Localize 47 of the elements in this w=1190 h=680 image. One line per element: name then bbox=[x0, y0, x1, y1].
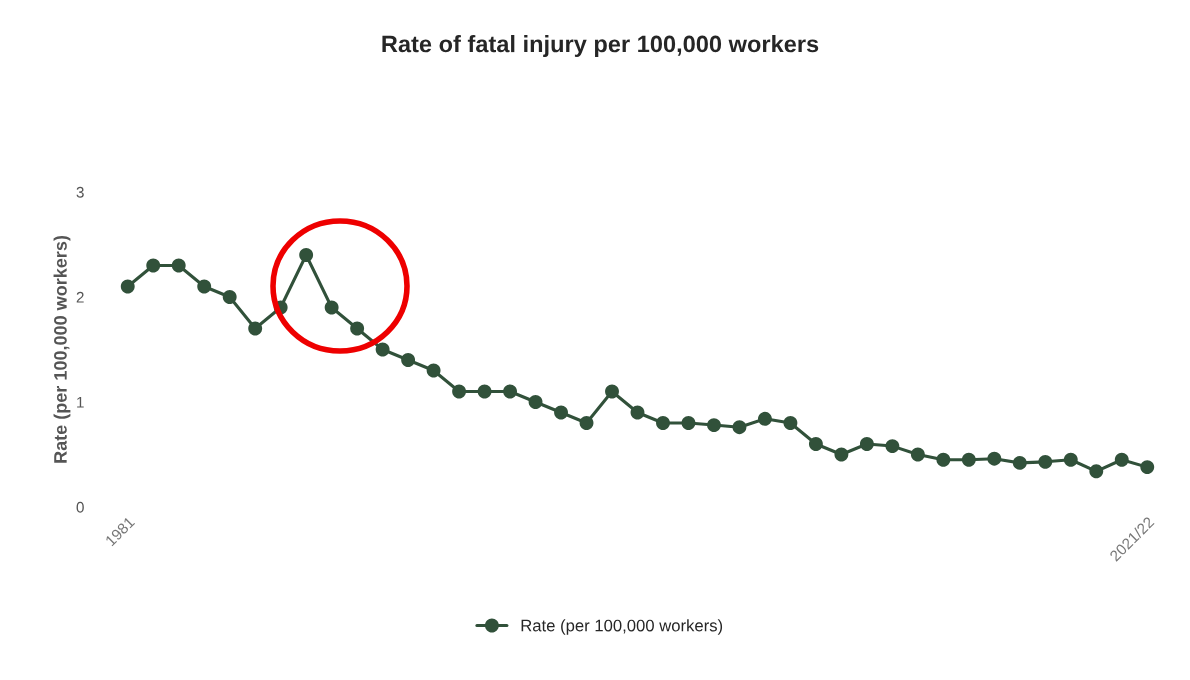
point bbox=[579, 416, 594, 430]
point bbox=[426, 363, 441, 378]
point bbox=[834, 447, 849, 462]
point bbox=[452, 384, 467, 399]
point bbox=[1012, 455, 1027, 470]
point bbox=[1063, 452, 1078, 467]
point bbox=[503, 384, 518, 399]
point bbox=[299, 248, 314, 262]
point bbox=[146, 258, 161, 273]
point bbox=[1140, 460, 1155, 475]
point bbox=[732, 420, 747, 435]
point bbox=[248, 321, 263, 336]
y-tick-label: 1 bbox=[77, 397, 84, 408]
point bbox=[961, 452, 976, 467]
point bbox=[605, 384, 619, 399]
point bbox=[783, 416, 798, 430]
point bbox=[171, 258, 186, 273]
point bbox=[630, 405, 645, 420]
point bbox=[324, 300, 339, 315]
point bbox=[120, 279, 135, 294]
point bbox=[350, 321, 365, 336]
y-tick-label: 3 bbox=[76, 186, 84, 198]
point bbox=[910, 447, 925, 462]
point bbox=[859, 437, 874, 451]
point bbox=[936, 452, 951, 467]
point bbox=[222, 290, 237, 304]
point bbox=[528, 395, 543, 409]
point bbox=[1114, 452, 1129, 467]
point bbox=[197, 279, 212, 294]
y-tick-label: 0 bbox=[76, 501, 84, 513]
point bbox=[477, 384, 492, 399]
point bbox=[681, 416, 696, 430]
point bbox=[987, 451, 1002, 466]
point bbox=[401, 353, 416, 367]
point bbox=[757, 411, 772, 426]
point bbox=[885, 439, 900, 454]
point bbox=[707, 418, 721, 433]
point bbox=[656, 416, 670, 430]
y-tick-label: 2 bbox=[76, 291, 84, 303]
chart-title: Rate of fatal injury per 100,000 workers bbox=[382, 35, 819, 58]
point bbox=[375, 342, 390, 357]
y-axis-title: Rate (per 100,000 workers) bbox=[53, 235, 71, 463]
point bbox=[808, 437, 823, 451]
point bbox=[1089, 464, 1104, 479]
legend-label: Rate (per 100,000 workers) bbox=[521, 619, 723, 635]
point bbox=[554, 405, 568, 420]
point bbox=[1038, 454, 1053, 469]
